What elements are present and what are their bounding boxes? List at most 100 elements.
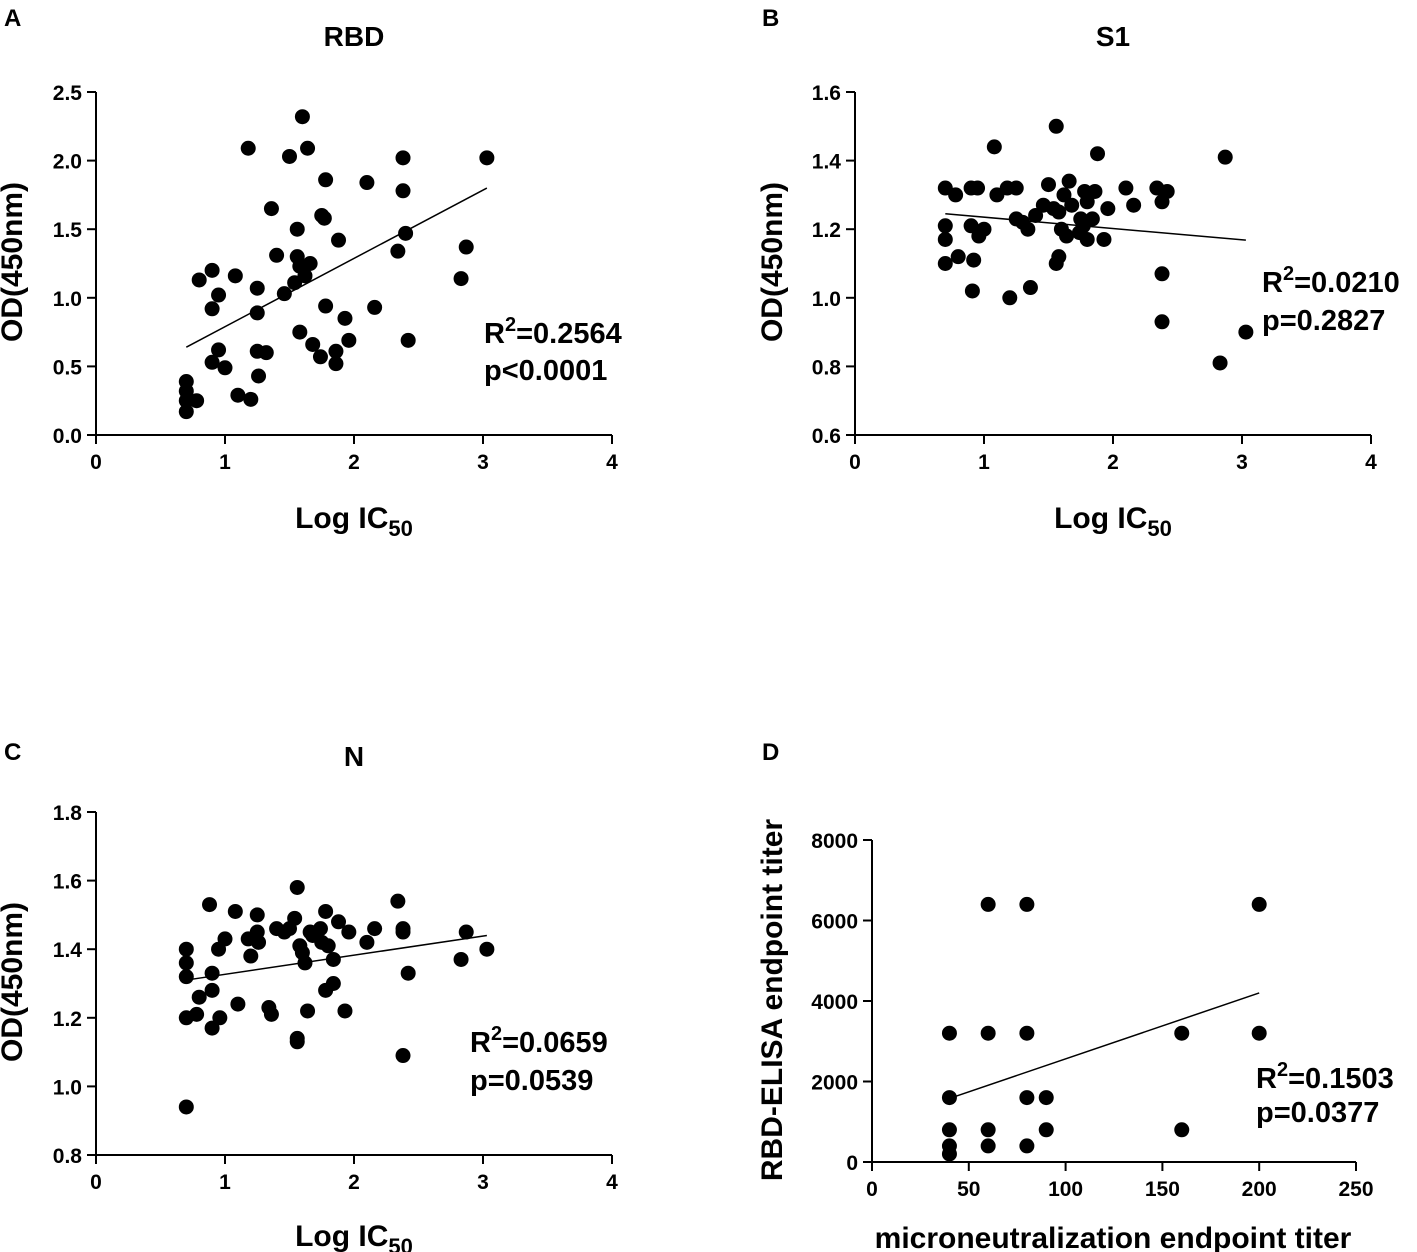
data-point: [211, 287, 227, 303]
data-point: [479, 150, 495, 166]
data-point: [325, 976, 341, 991]
data-point: [1251, 896, 1267, 912]
data-point: [191, 989, 207, 1005]
data-point: [249, 305, 265, 321]
r-squared-value: =0.0659: [502, 1027, 608, 1059]
data-point: [963, 218, 979, 234]
r-squared-superscript: 2: [1277, 1059, 1288, 1081]
data-point: [302, 256, 318, 271]
data-point: [294, 109, 310, 125]
y-tick-label: 1.0: [812, 288, 841, 311]
data-point: [289, 879, 305, 895]
y-tick-label: 1.8: [53, 802, 83, 825]
data-point: [1008, 180, 1024, 196]
data-point: [479, 941, 495, 957]
data-point: [398, 225, 414, 241]
data-point: [390, 893, 406, 909]
data-point: [263, 1006, 279, 1022]
y-axis-label: RBD-ELISA endpoint titer: [756, 819, 789, 1182]
y-tick-label: 2.0: [53, 151, 82, 174]
data-point: [1090, 146, 1106, 162]
data-point: [243, 948, 259, 964]
data-point: [312, 921, 328, 937]
panel-d-titer-correlation: D 0 50 100 150 200 250 0 2000 4000 6000 8000 microne…: [756, 739, 1394, 1252]
data-point: [950, 249, 966, 265]
y-tick-label: 0.6: [812, 425, 841, 448]
data-point: [1059, 228, 1075, 244]
data-point: [204, 1020, 220, 1036]
data-point: [1212, 355, 1228, 371]
chart-title: N: [344, 741, 364, 772]
r-squared-label: R2=0.0210: [1262, 263, 1400, 299]
data-point: [359, 175, 375, 191]
data-point: [367, 921, 383, 937]
data-point: [305, 336, 321, 352]
data-point: [1019, 1138, 1035, 1154]
data-point: [1174, 1122, 1190, 1138]
x-axis-label-main: Log IC: [1054, 502, 1147, 535]
data-point: [1038, 1122, 1054, 1138]
data-point: [453, 951, 469, 967]
data-point: [1238, 324, 1254, 340]
x-tick-label: 4: [1365, 451, 1377, 474]
data-point: [941, 1025, 957, 1041]
data-point: [318, 903, 334, 919]
data-point: [325, 951, 341, 967]
data-point: [1019, 896, 1035, 912]
data-point: [1118, 180, 1134, 196]
data-point: [287, 910, 303, 926]
data-point: [1002, 290, 1018, 306]
data-point: [1087, 183, 1103, 199]
data-point: [976, 221, 992, 237]
x-axis-label: microneutralization endpoint titer: [875, 1222, 1352, 1252]
data-point: [1217, 149, 1233, 165]
data-point: [395, 924, 411, 940]
data-point: [1022, 280, 1038, 296]
data-point: [1154, 266, 1170, 282]
data-point: [251, 934, 267, 950]
data-point: [1041, 177, 1056, 193]
data-point: [980, 1138, 996, 1154]
data-point: [249, 280, 265, 296]
y-tick-label: 1.6: [53, 871, 82, 894]
data-point: [204, 354, 220, 370]
y-tick-label: 6000: [811, 911, 858, 934]
p-value-label: p=0.0377: [1256, 1097, 1379, 1129]
data-point: [276, 286, 292, 302]
x-tick-label: 2: [348, 1171, 360, 1194]
y-tick-label: 0.5: [53, 356, 83, 379]
y-tick-label: 4000: [811, 991, 858, 1014]
x-tick-label: 100: [1048, 1178, 1083, 1201]
y-tick-label: 1.5: [53, 219, 83, 242]
data-point: [300, 1003, 316, 1019]
data-point: [289, 221, 305, 237]
panel-b-s1: B S1 0 1 2 3 4 0.6 0.8 1.0 1.2 1.4 1.6 Log IC50 OD(450…: [756, 5, 1400, 541]
data-point: [328, 356, 344, 372]
r-squared-value: =0.2564: [516, 318, 622, 350]
data-point: [458, 924, 474, 940]
x-tick-label: 0: [866, 1178, 878, 1201]
data-point: [258, 345, 274, 361]
x-axis-label-main: Log IC: [295, 1220, 388, 1252]
panel-a-rbd: A RBD 0 1 2 3 4 0.0 0.5 1.0 1.5 2.0 2.5 Log IC50 OD(45…: [0, 5, 622, 541]
x-axis-label-main: Log IC: [295, 502, 388, 535]
x-axis-label-subscript: 50: [388, 1234, 412, 1252]
data-point: [1051, 204, 1067, 220]
data-point: [204, 965, 220, 981]
data-point: [282, 148, 297, 164]
y-tick-label: 8000: [811, 830, 858, 853]
data-point: [251, 368, 267, 384]
data-point: [1019, 1090, 1035, 1106]
data-point: [395, 150, 411, 166]
data-point: [1251, 1025, 1267, 1041]
x-tick-label: 0: [90, 451, 102, 474]
data-point: [204, 262, 220, 278]
data-point: [1061, 173, 1077, 189]
x-tick-label: 4: [606, 1171, 618, 1194]
data-point: [1064, 197, 1080, 213]
x-axis-label-subscript: 50: [1147, 516, 1171, 541]
r-squared-label: R2=0.2564: [484, 314, 622, 350]
data-point: [359, 934, 375, 950]
data-point: [1079, 231, 1095, 247]
data-point: [300, 140, 316, 156]
